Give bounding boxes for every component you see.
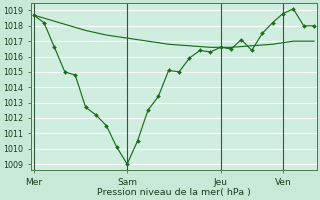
X-axis label: Pression niveau de la mer( hPa ): Pression niveau de la mer( hPa ) (97, 188, 251, 197)
